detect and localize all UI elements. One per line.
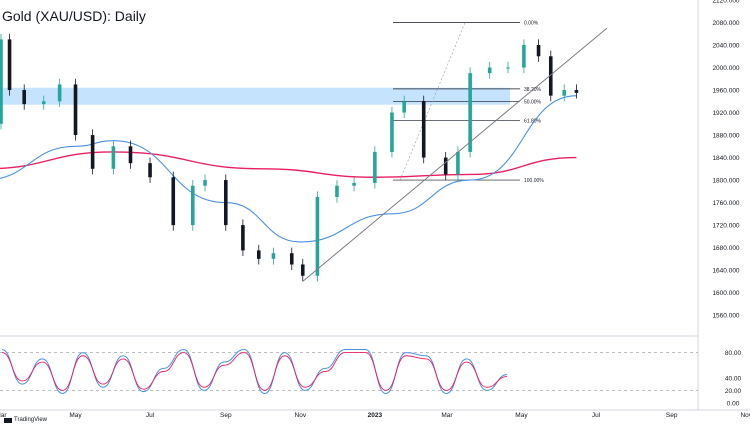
oscillator-tick-label: 20.00 (725, 388, 742, 395)
price-tick-label: 2040.000 (712, 43, 739, 50)
price-tick-label: 1840.000 (712, 155, 739, 162)
time-tick-label: Sep (220, 412, 232, 419)
fib-level-label: 0.00% (524, 21, 539, 27)
price-tick-label: 2120.000 (712, 0, 739, 5)
time-tick-label: Sep (666, 412, 678, 419)
candle-body (223, 180, 228, 226)
moving-average-slow-line (0, 151, 577, 178)
candle-body (402, 101, 406, 113)
candle-body (421, 101, 426, 158)
price-tick-label: 1960.000 (712, 88, 739, 95)
time-tick-label: Mar (0, 412, 7, 419)
fib-level-label: 100.00% (524, 178, 544, 184)
brand: TradingView (4, 417, 47, 423)
oscillator-tick-label: 0.00 (727, 401, 740, 408)
support-zone (0, 87, 510, 105)
candle-body (7, 39, 12, 91)
fib-diagonal (399, 22, 466, 181)
candle-body (191, 185, 195, 226)
candle-body (522, 45, 526, 68)
page-title: Gold (XAU/USD): Daily (2, 8, 146, 24)
brand-label: TradingView (14, 417, 48, 423)
candle-body (271, 253, 276, 259)
price-tick-label: 1560.000 (712, 313, 739, 320)
candle-body (289, 253, 294, 265)
stochastic-d-line (1, 352, 508, 391)
price-tick-label: 2000.000 (712, 65, 739, 72)
candle-body (128, 146, 133, 164)
candle-body (148, 163, 152, 178)
candle-body (111, 146, 116, 169)
fib-level-label: 61.80% (524, 118, 542, 124)
price-tick-label: 1920.000 (712, 110, 739, 117)
time-tick-label: May (69, 412, 82, 419)
candle-body (390, 112, 394, 152)
candle-body (373, 151, 377, 183)
tradingview-logo-icon (4, 417, 12, 423)
oscillator-tick-label: 40.00 (725, 375, 742, 382)
candle-body (506, 67, 510, 69)
trendline (302, 27, 608, 282)
time-tick-label: Mar (441, 412, 453, 419)
candle-body (73, 84, 78, 136)
candle-body (562, 90, 567, 96)
time-tick-label: Jul (592, 412, 601, 419)
price-tick-label: 1880.000 (712, 133, 739, 140)
time-tick-label: 2023 (368, 412, 383, 419)
candle-body (536, 45, 541, 57)
time-tick-label: Nov (295, 412, 307, 419)
candle-body (22, 90, 27, 105)
candle-body (171, 177, 176, 226)
candle-body (41, 101, 46, 105)
candle-body (57, 84, 62, 102)
fib-level-label: 50.00% (524, 99, 542, 105)
candle-body (468, 73, 472, 152)
candle-body (0, 39, 3, 124)
candle-body (256, 250, 261, 259)
candle-body (456, 151, 460, 175)
candle-body (443, 157, 448, 175)
price-tick-label: 1640.000 (712, 268, 739, 275)
time-tick-label: May (515, 412, 528, 419)
candle-body (487, 67, 492, 74)
price-tick-label: 1720.000 (712, 223, 739, 230)
candle-body (574, 90, 579, 93)
candle-body (335, 185, 339, 197)
price-tick-label: 1760.000 (712, 200, 739, 207)
time-tick-label: Jul (146, 412, 155, 419)
candle-body (300, 264, 305, 276)
candle-body (548, 56, 553, 96)
price-tick-label: 1800.000 (712, 178, 739, 185)
oscillator-tick-label: 80.00 (725, 350, 742, 357)
candle-body (315, 196, 320, 276)
time-tick-label: Nov (740, 412, 750, 419)
candle-body (352, 182, 356, 186)
candle-body (241, 225, 245, 251)
candle-body (90, 135, 95, 169)
moving-average-fast-line (0, 95, 577, 243)
candle-body (203, 180, 207, 186)
price-tick-label: 2080.000 (712, 20, 739, 27)
price-tick-label: 1680.000 (712, 245, 739, 252)
price-tick-label: 1600.000 (712, 290, 739, 297)
